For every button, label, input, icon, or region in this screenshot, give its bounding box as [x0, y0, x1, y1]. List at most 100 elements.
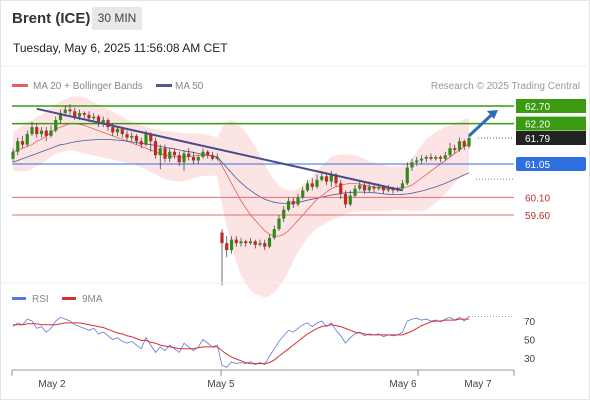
candle-body: [16, 141, 20, 152]
bollinger-band-area: [13, 96, 469, 298]
candle-body: [358, 185, 362, 189]
candle-body: [400, 183, 405, 189]
last-price-box: [516, 130, 586, 145]
candles: [11, 104, 471, 286]
candle-body: [415, 160, 419, 163]
candle-body: [187, 153, 191, 157]
candle-body: [386, 188, 390, 191]
candle-body: [144, 134, 148, 145]
candle-body: [168, 151, 172, 159]
rsi-line: [12, 316, 470, 368]
candle-body: [73, 111, 77, 117]
candle-body: [111, 127, 115, 133]
candle-body: [339, 183, 343, 194]
rsi-ma-swatch: [62, 297, 76, 300]
x-axis: May 2 May 5 May 6 May 7: [11, 369, 515, 390]
ma50-swatch: [156, 84, 172, 87]
trendline: [36, 107, 498, 192]
candle-body: [215, 156, 219, 159]
candle-body: [177, 155, 181, 163]
x-axis-tick-label: May 2: [38, 379, 66, 390]
candle-body: [130, 135, 134, 138]
candle-body: [381, 186, 386, 191]
timestamp: Tuesday, May 6, 2025 11:56:08 AM CET: [13, 41, 228, 55]
resistance-label: 62.20: [525, 120, 550, 131]
rsi-panel: 70 50 30: [12, 315, 536, 368]
candle-body: [263, 243, 267, 247]
candle-body: [101, 120, 105, 124]
rsi-legend-label: RSI: [32, 294, 49, 305]
candle-body: [30, 127, 34, 135]
rsi-legend: RSI 9MA: [12, 294, 103, 305]
candle-body: [153, 141, 158, 156]
candle-body: [282, 209, 286, 219]
timeframe-button[interactable]: 30 MIN: [92, 7, 142, 30]
candle-body: [82, 113, 86, 115]
candle-body: [434, 156, 438, 159]
candle-body: [391, 188, 395, 191]
candle-body: [305, 183, 310, 191]
candle-body: [58, 113, 63, 121]
candle-body: [296, 197, 300, 205]
candle-body: [163, 148, 167, 159]
candle-body: [77, 113, 82, 117]
candle-body: [206, 151, 210, 156]
ma20-swatch: [12, 84, 28, 87]
candle-body: [377, 186, 381, 189]
candle-body: [35, 127, 39, 135]
candle-body: [11, 151, 15, 159]
candle-body: [329, 174, 333, 182]
candle-body: [239, 241, 243, 244]
ma50-line: [12, 138, 470, 204]
ma20-legend-label: MA 20 + Bollinger Bands: [33, 81, 143, 92]
candle-body: [182, 153, 186, 163]
rsi-ma-legend-label: 9MA: [82, 294, 103, 305]
projection-arrow-shaft: [467, 112, 495, 137]
candle-body: [68, 109, 72, 112]
projection-arrow-head: [487, 110, 498, 119]
pivot-label: 61.05: [525, 160, 550, 171]
candle-body: [301, 190, 305, 198]
resistance-box: [516, 116, 586, 131]
support-label: 60.10: [525, 193, 550, 204]
candle-body: [419, 158, 424, 161]
candle-body: [457, 141, 462, 150]
rsi-tick-label: 70: [524, 317, 536, 328]
candle-body: [39, 130, 44, 135]
candle-body: [367, 186, 371, 191]
support-label: 59.60: [525, 211, 550, 222]
price-levels: [12, 105, 514, 216]
candle-body: [372, 186, 376, 189]
candle-body: [320, 176, 324, 180]
rsi-swatch: [12, 297, 26, 300]
candle-body: [196, 156, 200, 161]
candle-body: [234, 239, 238, 244]
candle-body: [229, 239, 234, 251]
candle-body: [25, 134, 29, 145]
candle-body: [334, 174, 338, 184]
candle-body: [429, 156, 433, 159]
x-axis-tick-label: May 7: [464, 379, 492, 390]
candle-body: [443, 155, 447, 159]
candle-body: [49, 130, 53, 136]
bollinger-bands: [13, 96, 469, 298]
instrument-title: Brent (ICE): [12, 10, 91, 27]
rsi-tick-label: 30: [524, 354, 536, 365]
x-axis-tick-label: May 5: [207, 379, 235, 390]
candle-body: [244, 241, 248, 244]
candle-body: [277, 218, 281, 230]
candle-body: [115, 128, 120, 133]
candle-body: [92, 116, 96, 119]
candle-body: [134, 135, 139, 142]
candle-body: [149, 134, 153, 142]
pivot-box: [516, 157, 586, 172]
candle-body: [248, 241, 253, 244]
candle-body: [438, 156, 443, 159]
candle-body: [267, 237, 272, 247]
candle-body: [20, 141, 25, 145]
candle-body: [87, 114, 91, 119]
candle-body: [63, 109, 67, 114]
candle-body: [96, 116, 101, 124]
candle-body: [462, 141, 466, 147]
